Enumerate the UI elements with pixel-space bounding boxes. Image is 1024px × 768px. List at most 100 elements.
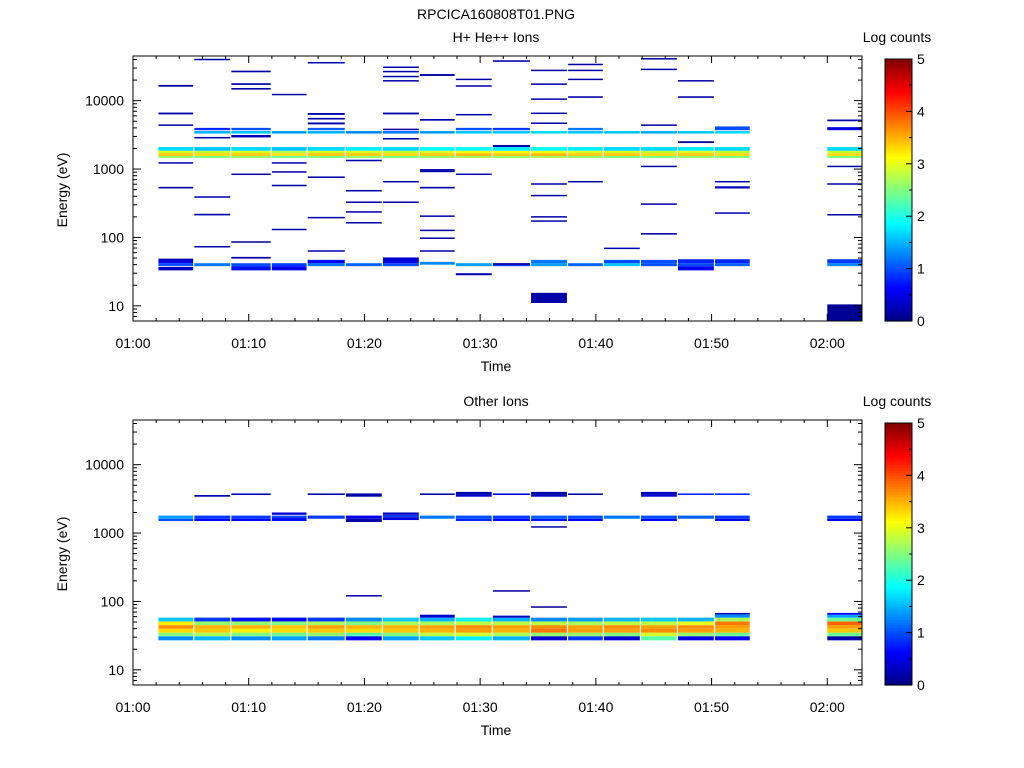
heatmap-cell: [568, 127, 603, 131]
colorbar-step: [885, 535, 912, 539]
heatmap-cell: [307, 155, 345, 159]
colorbar-step: [885, 606, 912, 610]
colorbar-step: [885, 485, 912, 490]
y-tick-label: 10: [108, 298, 124, 314]
heatmap-cell: [231, 625, 271, 629]
heatmap-cell: [231, 134, 271, 138]
heatmap-cell: [715, 625, 750, 629]
heatmap-cell: [382, 147, 419, 151]
heatmap-cell: [827, 621, 862, 626]
heatmap-cell: [531, 621, 567, 626]
colorbar-step: [885, 111, 912, 115]
x-tick-label: 01:40: [578, 335, 613, 351]
colorbar-step: [885, 567, 912, 571]
colorbar-step: [885, 190, 912, 194]
heatmap-cell: [158, 628, 194, 633]
colorbar-step: [885, 127, 912, 131]
heatmap-cell: [678, 96, 714, 98]
heatmap-cell: [678, 266, 714, 271]
heatmap-cell: [345, 222, 382, 224]
heatmap-cell: [603, 147, 640, 151]
colorbar-tick-label: 3: [917, 520, 925, 536]
heatmap-cell: [158, 621, 194, 626]
colorbar-step: [885, 93, 912, 97]
x-tick-label: 01:20: [347, 335, 382, 351]
heatmap-cell: [531, 112, 567, 115]
y-tick-label: 1000: [93, 161, 124, 177]
y-tick-label: 10000: [85, 457, 124, 473]
panel-title: Other Ions: [463, 393, 528, 409]
plot-frame: [132, 55, 863, 322]
colorbar-step: [885, 294, 912, 299]
heatmap-cell: [492, 628, 530, 633]
heatmap-cell: [158, 147, 194, 151]
colorbar-step: [885, 182, 912, 186]
colorbar-step: [885, 318, 912, 322]
heatmap-cell: [419, 150, 455, 154]
colorbar-step: [885, 475, 912, 479]
heatmap-cell: [158, 155, 194, 159]
heatmap-cell: [307, 515, 345, 519]
heatmap-cell: [568, 632, 603, 637]
y-tick-label: 10: [108, 662, 124, 678]
heatmap-cell: [531, 194, 567, 197]
colorbar-step: [885, 169, 912, 173]
heatmap-cell: [382, 259, 419, 264]
panel-h-he-ions: H+ He++ Ions 01:00 01:10 01:20 01:30 01:40 01…: [54, 29, 931, 374]
heatmap-cell: [345, 595, 382, 597]
heatmap-cell: [455, 636, 492, 641]
colorbar-tick-label: 2: [917, 572, 925, 588]
heatmap-cell: [568, 493, 603, 496]
heatmap-cell: [715, 614, 750, 618]
heatmap-cell: [307, 625, 345, 629]
heatmap-cell: [231, 263, 271, 267]
colorbar-step: [885, 645, 912, 649]
heatmap-cell: [640, 632, 677, 637]
heatmap-cell: [678, 617, 714, 622]
heatmap-cell: [382, 131, 419, 134]
heatmap-cell: [419, 170, 455, 173]
colorbar-step: [885, 64, 912, 68]
colorbar-step: [885, 200, 912, 204]
heatmap-cell: [492, 515, 530, 519]
colorbar-step: [885, 174, 912, 178]
heatmap-cell: [568, 515, 603, 519]
heatmap-cell: [827, 625, 862, 629]
colorbar-label: Log counts: [863, 29, 932, 45]
heatmap-cell: [382, 517, 419, 521]
x-tick-label: 01:10: [231, 699, 266, 715]
colorbar-step: [885, 239, 912, 243]
colorbar-step: [885, 216, 912, 220]
heatmap-cell: [307, 61, 345, 64]
colorbar-step: [885, 226, 912, 230]
heatmap-cell: [715, 180, 750, 183]
colorbar-step: [885, 595, 912, 600]
x-tick-label: 02:00: [810, 335, 845, 351]
heatmap-cell: [715, 617, 750, 622]
colorbar-step: [885, 137, 912, 141]
x-axis-label: Time: [481, 358, 512, 374]
heatmap-cell: [231, 147, 271, 151]
heatmap-cell: [271, 628, 307, 633]
heatmap-cell: [678, 636, 714, 641]
heatmap-cell: [382, 153, 419, 156]
colorbar-step: [885, 313, 912, 317]
heatmap-cell: [455, 150, 492, 154]
x-tick-label: 01:10: [231, 335, 266, 351]
colorbar-step: [885, 438, 912, 442]
heatmap-cell: [231, 155, 271, 159]
colorbar-step: [885, 598, 912, 602]
heatmap-cell: [678, 621, 714, 626]
x-tick-label: 01:30: [463, 699, 498, 715]
heatmap-cell: [419, 186, 455, 189]
heatmap-cells: [158, 491, 862, 641]
colorbar-step: [885, 234, 912, 238]
heatmap-cell: [715, 518, 750, 522]
heatmap-cell: [307, 131, 345, 134]
heatmap-cell: [345, 518, 382, 523]
heatmap-cell: [271, 147, 307, 151]
heatmap-cell: [382, 80, 419, 82]
heatmap-cell: [271, 625, 307, 629]
y-tick-label: 1000: [93, 525, 124, 541]
